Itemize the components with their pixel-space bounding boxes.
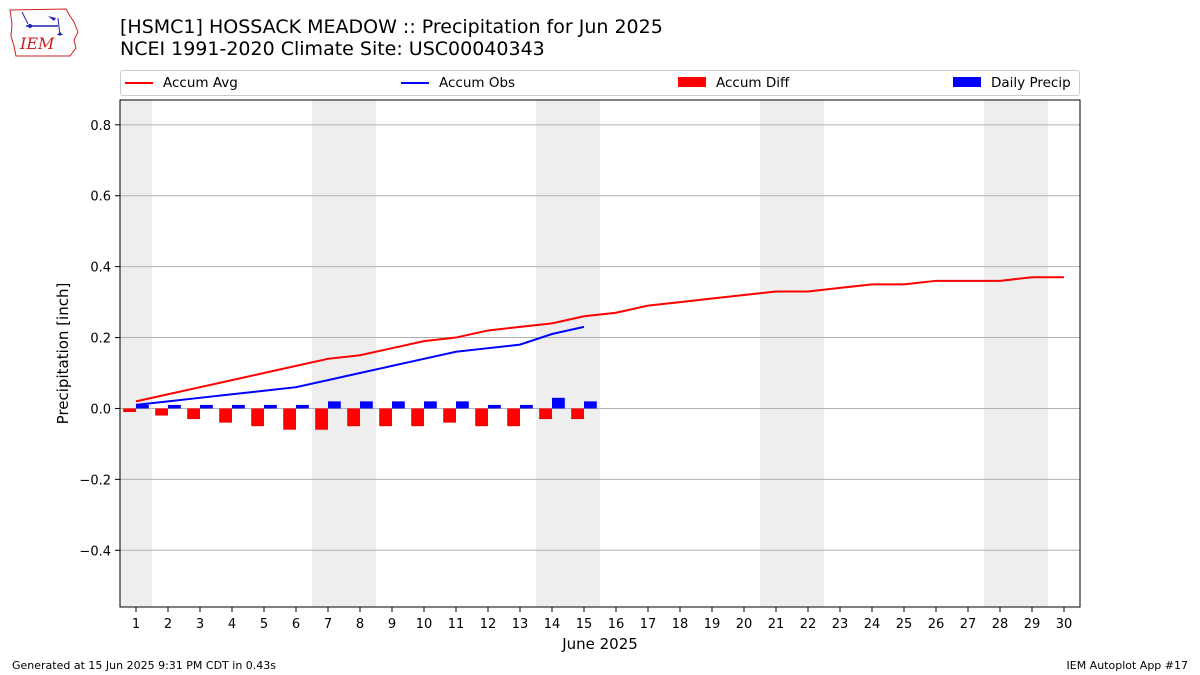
legend-swatch-accum-avg: [125, 82, 153, 84]
x-axis-label: June 2025: [561, 635, 638, 653]
daily-precip-bar: [392, 401, 405, 409]
accum-obs-line: [135, 325, 585, 406]
accum-diff-bar: [123, 408, 136, 412]
accum-diff-bar: [507, 408, 520, 427]
x-tick-label: 29: [1024, 617, 1041, 632]
x-tick-label: 19: [704, 617, 721, 632]
daily-precip-bar: [168, 404, 181, 409]
weekend-shading: [760, 100, 824, 607]
daily-precip-bar: [136, 404, 149, 409]
x-tick-label: 6: [292, 617, 300, 632]
x-tick-label: 22: [800, 617, 817, 632]
x-tick-label: 17: [640, 617, 657, 632]
x-tick-label: 12: [480, 617, 497, 632]
x-tick-label: 15: [576, 617, 593, 632]
chart-title-line1: [HSMC1] HOSSACK MEADOW :: Precipitation …: [120, 16, 663, 38]
legend-label-accum-obs: Accum Obs: [439, 75, 516, 91]
legend-label-accum-diff: Accum Diff: [716, 75, 790, 91]
daily-precip-bar: [200, 404, 213, 409]
accum-diff-bar: [379, 408, 392, 427]
x-tick-label: 23: [832, 617, 849, 632]
daily-precip-bar: [520, 404, 533, 409]
weekend-shading: [120, 100, 152, 607]
legend-swatch-daily-precip: [953, 77, 981, 87]
x-tick-label: 2: [164, 617, 172, 632]
legend-swatch-accum-diff: [678, 77, 706, 87]
y-tick-label: 0.0: [90, 402, 111, 417]
logo-text: IEM: [19, 34, 55, 53]
x-tick-label: 11: [448, 617, 465, 632]
weekend-shading: [984, 100, 1048, 607]
x-tick-label: 16: [608, 617, 625, 632]
x-tick-label: 20: [736, 617, 753, 632]
x-tick-label: 24: [864, 617, 881, 632]
autoplot-app-label: IEM Autoplot App #17: [1066, 659, 1189, 672]
chart-title: [HSMC1] HOSSACK MEADOW :: Precipitation …: [120, 16, 663, 60]
accum-diff-bar: [571, 408, 584, 420]
x-tick-label: 14: [544, 617, 561, 632]
x-tick-label: 25: [896, 617, 913, 632]
accum-diff-bar: [347, 408, 360, 427]
iem-iowa-weather-logo-icon: IEM: [9, 8, 79, 57]
x-tick-label: 1: [132, 617, 140, 632]
daily-precip-bar: [488, 404, 501, 409]
x-tick-label: 9: [388, 617, 396, 632]
daily-precip-bar: [360, 401, 373, 409]
daily-precip-bar: [328, 401, 341, 409]
x-tick-label: 28: [992, 617, 1009, 632]
x-tick-label: 8: [356, 617, 364, 632]
legend-label-accum-avg: Accum Avg: [163, 75, 238, 91]
accum-diff-bar: [475, 408, 488, 427]
accum-diff-bar: [283, 408, 296, 430]
legend-label-daily-precip: Daily Precip: [991, 75, 1071, 91]
x-tick-label: 18: [672, 617, 689, 632]
x-tick-label: 21: [768, 617, 785, 632]
iem-logo: IEM: [8, 6, 80, 60]
daily-precip-bar: [232, 404, 245, 409]
weekend-shading: [536, 100, 600, 607]
daily-precip-bar: [296, 404, 309, 409]
daily-precip-bar: [456, 401, 469, 409]
x-tick-label: 30: [1056, 617, 1073, 632]
accum-diff-bar: [251, 408, 264, 427]
generated-timestamp: Generated at 15 Jun 2025 9:31 PM CDT in …: [12, 659, 277, 672]
accum-avg-line: [135, 276, 1064, 403]
accum-diff-bar: [219, 408, 232, 423]
x-tick-label: 13: [512, 617, 529, 632]
x-tick-label: 4: [228, 617, 236, 632]
chart-legend: Accum Avg Accum Obs Accum Diff Daily Pre…: [120, 70, 1080, 96]
x-tick-label: 10: [416, 617, 433, 632]
chart-title-line2: NCEI 1991-2020 Climate Site: USC00040343: [120, 38, 545, 60]
plot-frame: [119, 99, 1081, 608]
accum-diff-bar: [155, 408, 168, 416]
x-tick-label: 27: [960, 617, 977, 632]
y-tick-label: 0.8: [90, 119, 111, 134]
y-tick-label: 0.2: [90, 332, 111, 347]
legend-swatch-accum-obs: [401, 82, 429, 84]
daily-precip-bar: [552, 397, 565, 409]
accum-diff-bar: [315, 408, 328, 430]
daily-precip-bar: [264, 404, 277, 409]
accum-diff-bar: [443, 408, 456, 423]
y-tick-label: −0.4: [79, 544, 111, 559]
daily-precip-bar: [424, 401, 437, 409]
x-tick-label: 7: [324, 617, 332, 632]
daily-precip-bar: [584, 401, 597, 409]
accum-diff-bar: [187, 408, 200, 420]
y-axis-label: Precipitation [inch]: [54, 283, 72, 425]
x-tick-label: 26: [928, 617, 945, 632]
accum-diff-bar: [411, 408, 424, 427]
x-tick-label: 3: [196, 617, 204, 632]
accum-diff-bar: [539, 408, 552, 420]
y-tick-label: −0.2: [79, 473, 111, 488]
y-tick-label: 0.4: [90, 261, 111, 276]
y-tick-label: 0.6: [90, 190, 111, 205]
x-tick-label: 5: [260, 617, 268, 632]
